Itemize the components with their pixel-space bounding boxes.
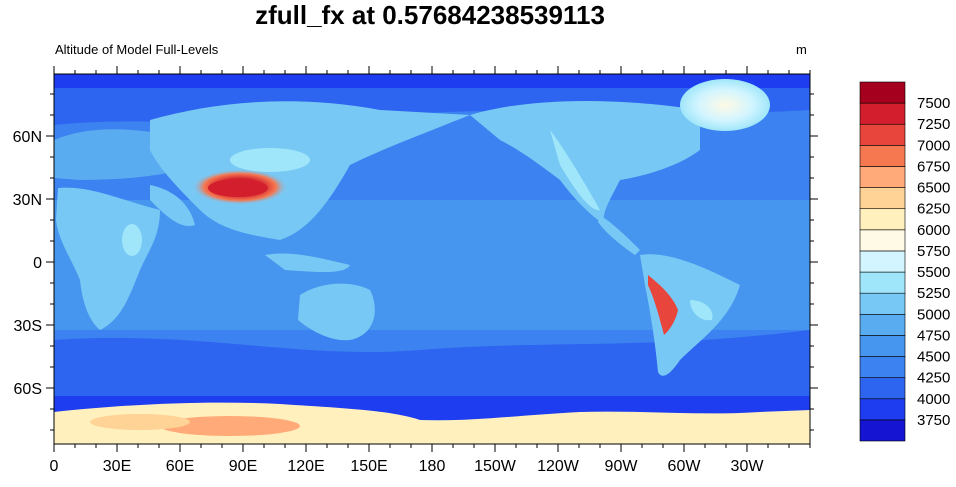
europe [54, 129, 180, 180]
x-tick-label: 90E [229, 458, 257, 475]
y-tick-label: 60S [14, 381, 42, 398]
colorbar-label: 3750 [917, 412, 950, 429]
colorbar-label: 7000 [917, 137, 950, 154]
mongolia-highlands [230, 148, 310, 172]
x-tick-label: 150E [350, 458, 387, 475]
colorbar-swatch [859, 398, 906, 421]
colorbar-swatch [859, 81, 906, 104]
colorbar-swatch [859, 166, 906, 188]
colorbar-swatch [859, 187, 906, 210]
north-america [470, 100, 700, 225]
colorbar-label: 5750 [917, 243, 950, 260]
colorbar-swatch [859, 377, 906, 400]
colorbar-label: 6500 [917, 180, 950, 197]
y-tick-label: 60N [13, 129, 42, 146]
colorbar-swatch [859, 419, 906, 442]
x-tick-label: 30E [103, 458, 131, 475]
antarctica-mid [90, 414, 190, 430]
colorbar-swatch [859, 292, 906, 315]
longitude-axis: 0 30E 60E 90E 120E 150E 180 150W 120W 90W 60W 30W [50, 66, 811, 475]
australia [298, 283, 375, 341]
colorbar-swatch [859, 356, 906, 378]
colorbar-swatch [859, 313, 906, 336]
colorbar-swatch [859, 335, 906, 357]
colorbar-label: 6250 [917, 201, 950, 218]
arabia [150, 185, 195, 226]
plot-left-string: Altitude of Model Full-Levels [55, 42, 219, 57]
plot-title: zfull_fx at 0.57684238539113 [255, 0, 605, 30]
y-tick-label: 30N [13, 192, 42, 209]
rocky-mountains [550, 130, 600, 211]
antarctica-high [160, 416, 300, 436]
asia [150, 101, 470, 240]
indonesia [265, 253, 350, 273]
colorbar-label: 7250 [917, 116, 950, 133]
colorbar-swatch [859, 208, 906, 231]
colorbar-label: 5000 [917, 306, 950, 323]
x-tick-label: 120W [537, 458, 580, 475]
x-tick-label: 120E [287, 458, 324, 475]
colorbar-label: 4250 [917, 370, 950, 387]
plot-units-label: m [796, 42, 807, 57]
colorbar-label: 6750 [917, 158, 950, 175]
x-tick-label: 0 [50, 458, 59, 475]
africa [56, 187, 160, 330]
brazil-highlands [690, 300, 713, 321]
latitude-axis: 60N 30N 0 30S 60S [13, 93, 818, 431]
colorbar-label: 4500 [917, 349, 950, 366]
colorbar-swatch [859, 102, 906, 125]
x-tick-label: 90W [605, 458, 639, 475]
colorbar-label: 4750 [917, 327, 950, 344]
colorbar-swatch [859, 250, 906, 273]
y-tick-label: 30S [14, 318, 42, 335]
colorbar-label: 7500 [917, 95, 950, 112]
colorbar-label: 6000 [917, 222, 950, 239]
tibetan-core [208, 179, 268, 197]
colorbar-label: 5250 [917, 285, 950, 302]
colorbar-swatch [859, 271, 906, 294]
ocean-arctic [54, 74, 810, 88]
colorbar-swatch [859, 123, 906, 146]
colorbar: 3750 4000 4250 4500 4750 5000 5250 5500 5750 6000… [859, 81, 950, 442]
colorbar-swatch [859, 229, 906, 252]
south-america [640, 254, 740, 376]
x-tick-label: 60W [668, 458, 702, 475]
colorbar-swatch [859, 145, 906, 167]
colorbar-label: 4000 [917, 391, 950, 408]
central-america [598, 215, 640, 255]
x-tick-label: 60E [166, 458, 194, 475]
colorbar-label: 5500 [917, 264, 950, 281]
x-tick-label: 30W [731, 458, 765, 475]
map-field [54, 74, 810, 444]
x-tick-label: 150W [474, 458, 517, 475]
africa-east-highlands [122, 224, 142, 256]
andes [648, 275, 678, 335]
greenland [680, 79, 770, 131]
y-tick-label: 0 [33, 255, 42, 272]
x-tick-label: 180 [419, 458, 446, 475]
